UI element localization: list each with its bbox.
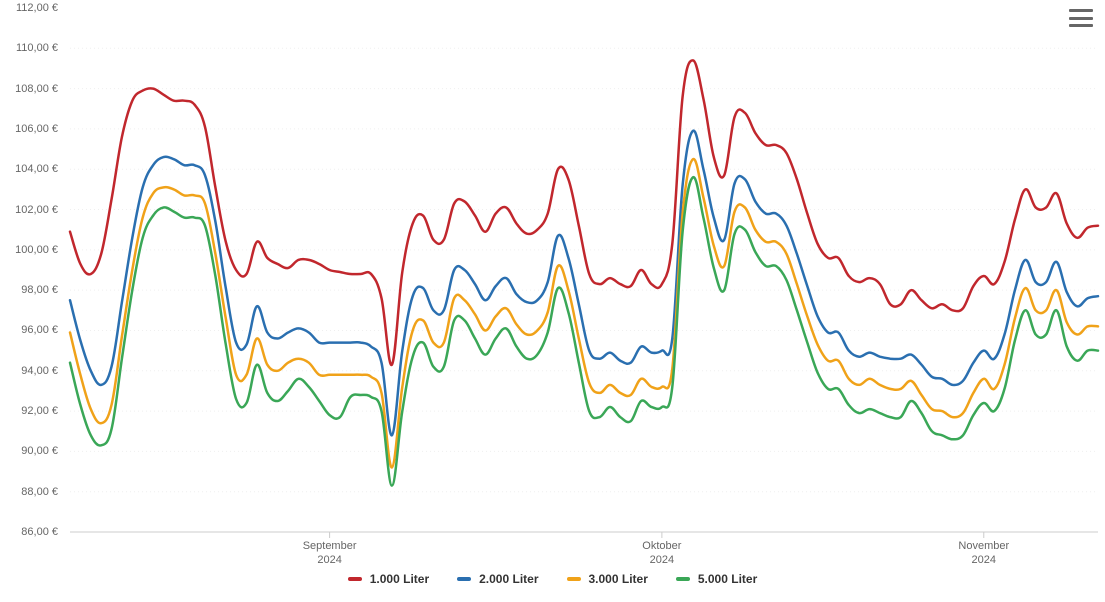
y-axis-tick-label: 98,00 € (8, 284, 58, 296)
y-axis-tick-label: 110,00 € (8, 42, 58, 54)
y-axis-tick-label: 94,00 € (8, 365, 58, 377)
legend-label: 3.000 Liter (589, 572, 648, 586)
x-axis-tick-label: November2024 (924, 540, 1044, 568)
y-axis-tick-label: 102,00 € (8, 204, 58, 216)
y-axis-tick-label: 106,00 € (8, 123, 58, 135)
legend-swatch (567, 577, 581, 581)
y-axis-tick-label: 96,00 € (8, 324, 58, 336)
legend: 1.000 Liter 2.000 Liter 3.000 Liter 5.000 L… (0, 570, 1105, 586)
legend-swatch (457, 577, 471, 581)
y-axis-tick-label: 92,00 € (8, 405, 58, 417)
legend-label: 1.000 Liter (370, 572, 429, 586)
y-axis-tick-label: 112,00 € (8, 2, 58, 14)
legend-item[interactable]: 3.000 Liter (567, 572, 648, 586)
x-axis-tick-label: September2024 (270, 540, 390, 568)
y-axis-tick-label: 100,00 € (8, 244, 58, 256)
y-axis-tick-label: 90,00 € (8, 445, 58, 457)
y-axis-tick-label: 108,00 € (8, 83, 58, 95)
x-axis-tick-label: Oktober2024 (602, 540, 722, 568)
plot-area (0, 0, 1105, 602)
y-axis-tick-label: 104,00 € (8, 163, 58, 175)
y-axis-tick-label: 86,00 € (8, 526, 58, 538)
legend-swatch (676, 577, 690, 581)
legend-label: 5.000 Liter (698, 572, 757, 586)
legend-item[interactable]: 1.000 Liter (348, 572, 429, 586)
y-axis-tick-label: 88,00 € (8, 486, 58, 498)
legend-item[interactable]: 2.000 Liter (457, 572, 538, 586)
price-chart: 86,00 € 88,00 € 90,00 € 92,00 € 94,00 € 96,00… (0, 0, 1105, 602)
legend-item[interactable]: 5.000 Liter (676, 572, 757, 586)
legend-swatch (348, 577, 362, 581)
legend-label: 2.000 Liter (479, 572, 538, 586)
